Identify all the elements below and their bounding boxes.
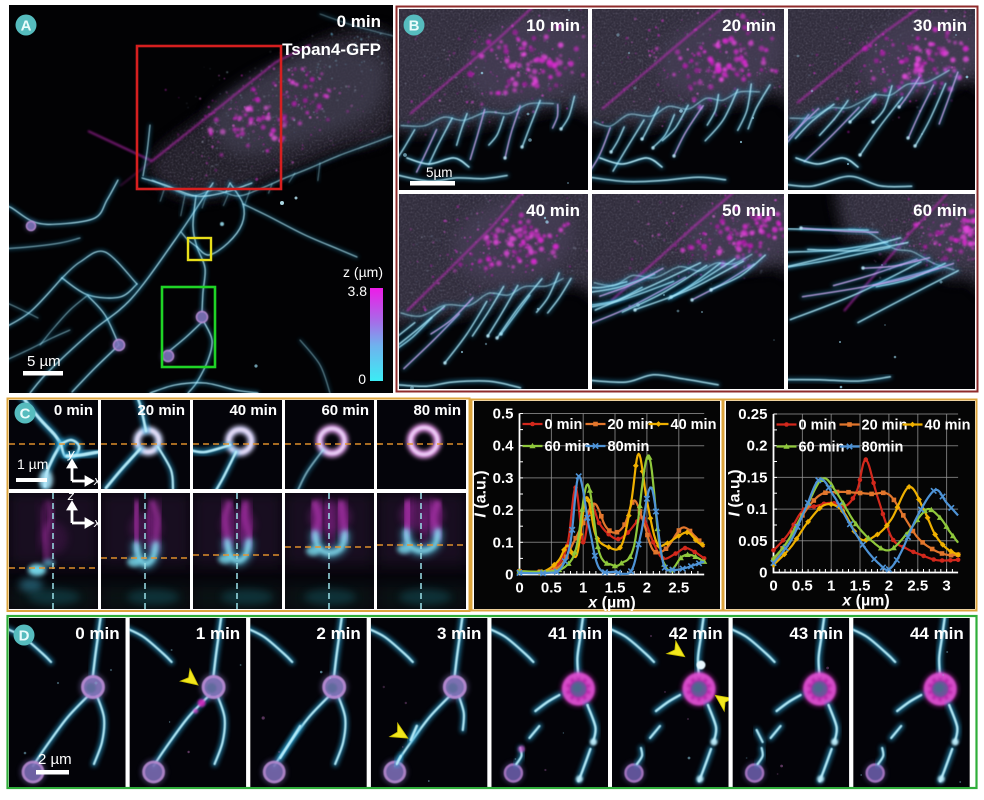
svg-text:0.1: 0.1: [747, 501, 768, 518]
svg-text:0.15: 0.15: [738, 469, 767, 486]
svg-text:2 µm: 2 µm: [38, 751, 72, 768]
svg-text:5µm: 5µm: [426, 165, 453, 180]
svg-text:1 min: 1 min: [196, 624, 240, 643]
svg-text:0 min: 0 min: [54, 402, 93, 419]
svg-text:40 min: 40 min: [229, 402, 277, 419]
svg-text:B: B: [409, 18, 420, 35]
svg-text:I (a.u.): I (a.u.): [473, 470, 490, 517]
svg-text:60 min: 60 min: [913, 201, 967, 220]
svg-text:3 min: 3 min: [437, 624, 481, 643]
svg-text:0: 0: [759, 565, 767, 582]
svg-text:1: 1: [827, 578, 835, 595]
svg-text:20 min: 20 min: [862, 418, 908, 434]
svg-text:20 min: 20 min: [722, 16, 776, 35]
svg-text:0.25: 0.25: [738, 406, 767, 423]
svg-text:x: x: [93, 473, 101, 488]
svg-text:0.2: 0.2: [747, 438, 768, 455]
svg-text:z (µm): z (µm): [343, 264, 383, 280]
svg-text:1.5: 1.5: [850, 578, 871, 595]
svg-text:0.4: 0.4: [493, 438, 515, 455]
svg-text:60 min: 60 min: [321, 402, 369, 419]
svg-text:0: 0: [769, 578, 777, 595]
svg-text:1 µm: 1 µm: [17, 456, 48, 472]
svg-text:y: y: [67, 446, 76, 461]
svg-text:0 min: 0 min: [799, 418, 837, 434]
svg-text:0 min: 0 min: [545, 417, 583, 433]
svg-text:2 min: 2 min: [316, 624, 360, 643]
svg-text:41 min: 41 min: [548, 624, 602, 643]
svg-text:0: 0: [515, 580, 523, 597]
svg-text:80 min: 80 min: [413, 402, 461, 419]
svg-text:44 min: 44 min: [910, 624, 964, 643]
svg-text:Tspan4-GFP: Tspan4-GFP: [282, 40, 381, 59]
svg-text:0.1: 0.1: [493, 534, 514, 551]
svg-text:0 min: 0 min: [75, 624, 119, 643]
svg-text:0.2: 0.2: [493, 502, 514, 519]
svg-text:D: D: [19, 628, 30, 645]
svg-text:0: 0: [505, 567, 513, 584]
svg-text:2: 2: [885, 578, 893, 595]
svg-text:3: 3: [942, 578, 950, 595]
svg-text:40 min: 40 min: [671, 417, 717, 433]
svg-text:0: 0: [358, 371, 366, 387]
svg-text:0.3: 0.3: [493, 470, 514, 487]
svg-text:x: x: [93, 515, 101, 530]
svg-text:I (a.u.): I (a.u.): [727, 469, 744, 516]
svg-text:20 min: 20 min: [608, 417, 654, 433]
svg-text:x (µm): x (µm): [841, 593, 889, 610]
svg-text:40 min: 40 min: [526, 201, 580, 220]
svg-text:50 min: 50 min: [722, 201, 776, 220]
svg-text:80min: 80min: [862, 440, 904, 456]
svg-text:0.5: 0.5: [792, 578, 813, 595]
svg-text:C: C: [20, 406, 31, 423]
svg-text:2.5: 2.5: [668, 580, 689, 597]
svg-text:0.05: 0.05: [738, 533, 767, 550]
svg-text:2: 2: [643, 580, 651, 597]
svg-text:2.5: 2.5: [907, 578, 928, 595]
svg-text:5 µm: 5 µm: [27, 353, 61, 370]
svg-text:x (µm): x (µm): [587, 595, 635, 612]
svg-text:42 min: 42 min: [669, 624, 723, 643]
svg-text:60 min: 60 min: [799, 440, 845, 456]
svg-text:1: 1: [579, 580, 587, 597]
svg-text:40 min: 40 min: [925, 418, 971, 434]
svg-text:0.5: 0.5: [493, 406, 514, 423]
svg-text:30 min: 30 min: [913, 16, 967, 35]
svg-text:z: z: [67, 488, 75, 503]
svg-text:80min: 80min: [608, 439, 650, 455]
svg-text:20 min: 20 min: [137, 402, 185, 419]
svg-text:0 min: 0 min: [337, 12, 381, 31]
svg-text:3.8: 3.8: [348, 283, 368, 299]
svg-text:A: A: [21, 18, 32, 35]
svg-text:10 min: 10 min: [526, 16, 580, 35]
svg-text:0.5: 0.5: [541, 580, 562, 597]
svg-text:60 min: 60 min: [545, 439, 591, 455]
svg-text:1.5: 1.5: [605, 580, 626, 597]
svg-text:43 min: 43 min: [789, 624, 843, 643]
